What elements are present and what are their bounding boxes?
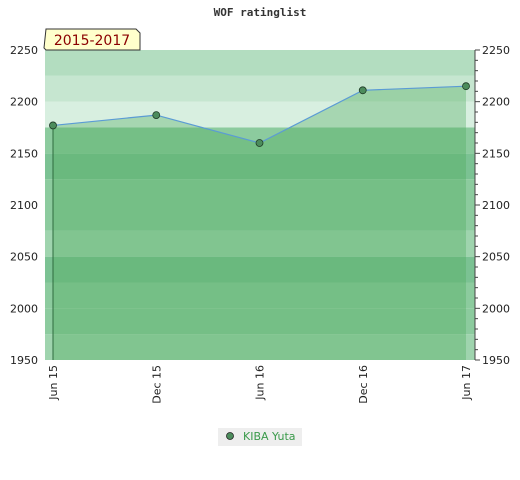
data-point — [462, 82, 470, 91]
y-tick-label-right: 1950 — [482, 354, 510, 367]
y-tick-label-left: 2050 — [10, 251, 38, 264]
x-tick-label: Jun 15 — [47, 365, 60, 401]
background-band — [45, 179, 475, 205]
period-badge: 2015-2017 — [43, 28, 141, 51]
y-tick-label-right: 2150 — [482, 147, 510, 160]
series-fill — [53, 86, 466, 361]
background-band — [45, 205, 475, 231]
data-point — [358, 86, 367, 95]
background-bands — [45, 50, 475, 360]
data-point — [49, 121, 57, 130]
y-tick-label-right: 2000 — [482, 302, 510, 315]
period-label: 2015-2017 — [54, 33, 130, 49]
data-point — [152, 111, 161, 119]
y-axis-right: 1950 2000 2050 2100 2150 2200 2250 — [474, 44, 510, 367]
y-tick-label-left: 2000 — [10, 302, 38, 315]
y-tick-label-right: 2250 — [482, 44, 510, 57]
background-band — [45, 230, 475, 257]
y-tick-label-left: 1950 — [10, 354, 38, 367]
background-band — [45, 282, 475, 309]
y-axis-left: 1950 2000 2050 2100 2150 2200 2250 — [10, 44, 38, 367]
background-band — [45, 50, 475, 76]
y-tick-label-left: 2200 — [10, 96, 38, 109]
background-band — [45, 256, 475, 283]
legend[interactable]: KIBA Yuta — [218, 428, 302, 446]
data-point — [255, 139, 264, 147]
x-tick-label: Dec 16 — [357, 365, 370, 404]
x-axis: Jun 15 Dec 15 Jun 16 Dec 16 Jun 17 — [47, 365, 473, 404]
x-tick-label: Jun 17 — [460, 365, 473, 401]
background-band — [45, 153, 475, 180]
y-tick-label-right: 2200 — [482, 96, 510, 109]
x-tick-label: Jun 16 — [254, 365, 267, 401]
legend-series-name: KIBA Yuta — [243, 430, 296, 443]
legend-marker — [226, 432, 234, 440]
y-tick-label-left: 2250 — [10, 44, 38, 57]
series-markers — [49, 82, 470, 147]
y-tick-label-right: 2050 — [482, 251, 510, 264]
background-band — [45, 308, 475, 335]
y-tick-label-left: 2100 — [10, 199, 38, 212]
y-tick-label-right: 2100 — [482, 199, 510, 212]
background-band — [45, 334, 475, 360]
y-tick-label-left: 2150 — [10, 147, 38, 160]
chart-title: WOF ratinglist — [214, 6, 307, 19]
x-tick-label: Dec 15 — [150, 365, 163, 404]
background-band — [45, 101, 475, 128]
